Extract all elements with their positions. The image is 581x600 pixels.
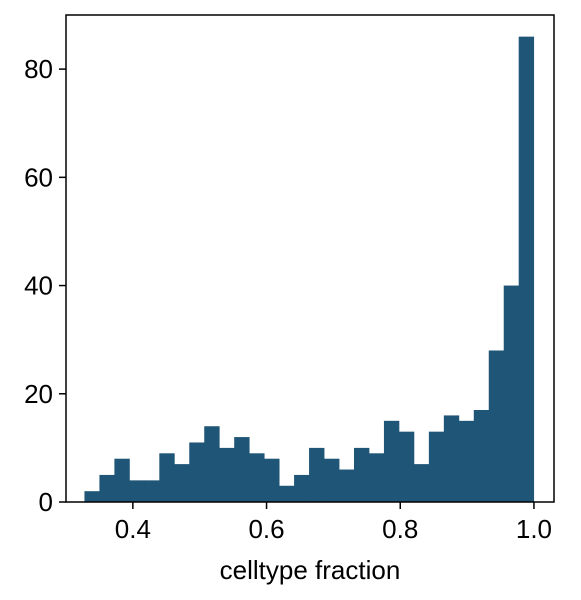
histogram-bar	[249, 453, 265, 502]
histogram-bar	[488, 350, 505, 502]
histogram-bar	[159, 453, 175, 502]
histogram-bar	[114, 458, 130, 502]
histogram-bar	[84, 491, 100, 502]
histogram-bar	[339, 469, 355, 502]
y-tick-label: 20	[24, 379, 53, 409]
y-axis-ticks: 0 20 40 60 80	[24, 54, 66, 517]
histogram-bar	[99, 474, 115, 502]
histogram-bar	[174, 464, 190, 502]
histogram-bar	[518, 36, 535, 502]
histogram-bar	[353, 447, 370, 502]
histogram-bar	[398, 431, 415, 502]
histogram-bars	[84, 36, 535, 502]
histogram-bar	[204, 426, 220, 502]
x-tick-label: 1.0	[516, 514, 552, 544]
histogram-bar	[458, 420, 475, 502]
histogram-bar	[144, 480, 160, 502]
y-tick-label: 60	[24, 162, 53, 192]
histogram-bar	[294, 474, 310, 502]
histogram-bar	[443, 415, 460, 502]
histogram-bar	[279, 485, 295, 502]
histogram-bar	[189, 442, 205, 502]
x-axis-label: celltype fraction	[220, 555, 401, 585]
x-tick-label: 0.6	[248, 514, 284, 544]
plot-area-frame	[65, 14, 555, 503]
y-tick-label: 0	[39, 487, 53, 517]
histogram-bar	[264, 458, 280, 502]
histogram-bar	[324, 458, 340, 502]
histogram-bar	[503, 285, 520, 502]
histogram-bar	[413, 464, 430, 502]
histogram-bar	[219, 447, 235, 502]
y-tick-label: 80	[24, 54, 53, 84]
histogram-bar	[234, 437, 250, 502]
histogram-bar	[309, 447, 325, 502]
histogram-bar	[383, 420, 400, 502]
y-tick-label: 40	[24, 271, 53, 301]
histogram-bar	[428, 431, 445, 502]
histogram-bar	[473, 410, 490, 502]
x-tick-label: 0.4	[115, 514, 151, 544]
x-axis-ticks: 0.4 0.6 0.8 1.0	[115, 502, 552, 544]
histogram-bar	[368, 453, 385, 502]
histogram-bar	[129, 480, 145, 502]
x-tick-label: 0.8	[382, 514, 418, 544]
